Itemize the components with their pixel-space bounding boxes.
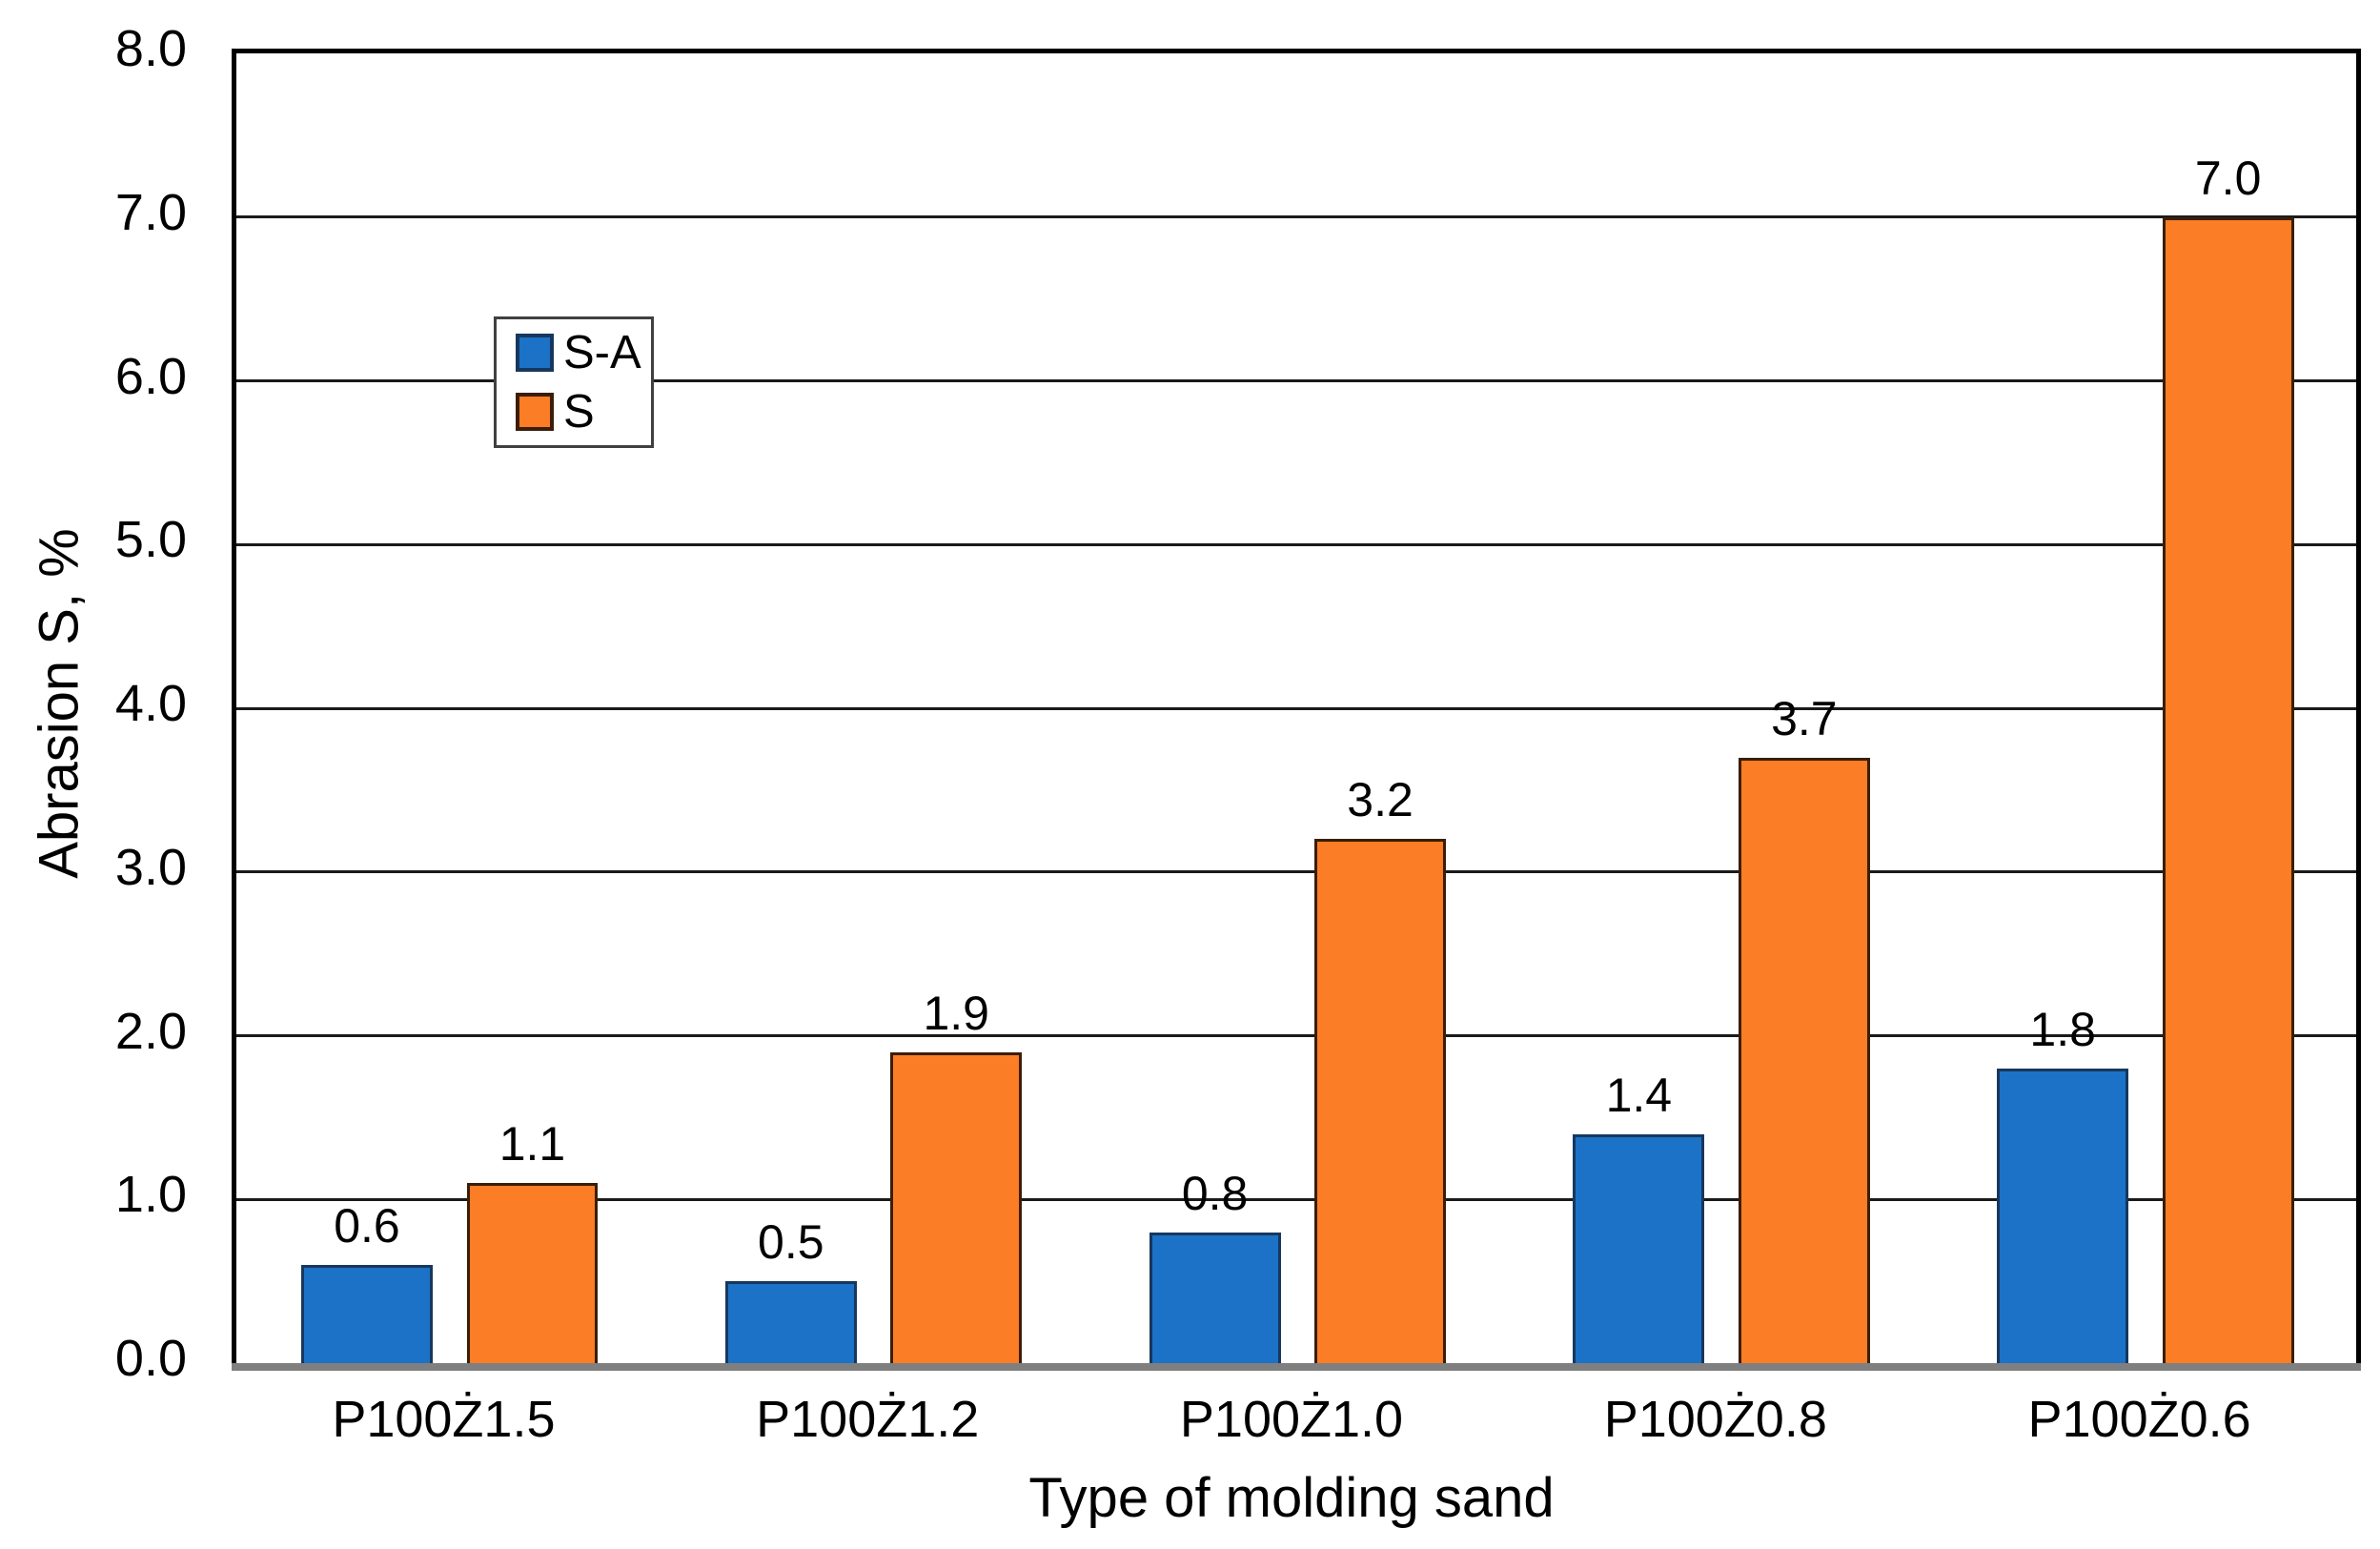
gridline-y-1.0 xyxy=(236,1197,2356,1201)
bar-S-A-P100Ż1.0 xyxy=(1149,1232,1281,1363)
x-category-label-P100Ż1.5: P100Ż1.5 xyxy=(332,1391,556,1448)
value-label-S-A-P100Ż1.5: 0.6 xyxy=(334,1198,400,1253)
y-tick-label-1.0: 1.0 xyxy=(114,1166,187,1224)
x-axis-title: Type of molding sand xyxy=(1028,1467,1555,1529)
bar-S-A-P100Ż0.8 xyxy=(1573,1133,1705,1363)
value-label-S-A-P100Ż0.8: 1.4 xyxy=(1605,1068,1673,1122)
x-category-label-P100Ż0.8: P100Ż0.8 xyxy=(1603,1391,1827,1448)
legend-swatch-s-a xyxy=(516,333,554,372)
legend-item-s: S xyxy=(516,385,651,438)
bar-S-P100Ż1.5 xyxy=(466,1183,599,1363)
x-category-label-P100Ż0.6: P100Ż0.6 xyxy=(2027,1391,2251,1448)
y-tick-label-4.0: 4.0 xyxy=(114,675,187,732)
gridline-y-4.0 xyxy=(236,706,2356,710)
bar-S-P100Ż0.8 xyxy=(1738,757,1870,1363)
bar-group-P100Ż1.2: 0.5 1.9 xyxy=(661,53,1085,1363)
bar-group-P100Ż1.5: 0.6 1.1 xyxy=(236,53,661,1363)
y-tick-label-0.0: 0.0 xyxy=(114,1330,187,1387)
value-label-S-P100Ż1.2: 1.9 xyxy=(923,986,989,1040)
value-label-S-P100Ż1.0: 3.2 xyxy=(1347,773,1414,827)
y-tick-label-6.0: 6.0 xyxy=(114,347,187,405)
bar-S-A-P100Ż0.6 xyxy=(1997,1068,2129,1363)
bar-S-P100Ż1.0 xyxy=(1314,839,1446,1363)
bar-S-A-P100Ż1.2 xyxy=(724,1281,857,1363)
x-axis-line xyxy=(232,1363,2361,1371)
legend-label-s: S xyxy=(563,386,595,438)
bar-S-A-P100Ż1.5 xyxy=(301,1264,433,1363)
y-tick-label-7.0: 7.0 xyxy=(114,183,187,241)
gridline-y-2.0 xyxy=(236,1034,2356,1037)
y-tick-label-2.0: 2.0 xyxy=(114,1002,187,1060)
x-axis-category-labels: P100Ż1.5 P100Ż1.2 P100Ż1.0 P100Ż0.8 P100Ż0.6 xyxy=(232,1390,2351,1457)
bar-S-P100Ż0.6 xyxy=(2162,216,2294,1363)
value-label-S-A-P100Ż1.2: 0.5 xyxy=(758,1215,824,1270)
y-tick-label-3.0: 3.0 xyxy=(114,838,187,896)
legend-swatch-s xyxy=(516,393,554,432)
value-label-S-A-P100Ż0.6: 1.8 xyxy=(2029,1002,2096,1056)
bar-group-P100Ż0.8: 1.4 3.7 xyxy=(1508,53,1932,1363)
legend-label-s-a: S-A xyxy=(563,326,641,378)
gridline-y-6.0 xyxy=(236,379,2356,382)
legend-item-s-a: S-A xyxy=(516,326,651,379)
y-axis-tick-labels: 0.0 1.0 2.0 3.0 4.0 5.0 6.0 7.0 8.0 xyxy=(0,0,187,1549)
value-label-S-A-P100Ż1.0: 0.8 xyxy=(1181,1166,1249,1220)
legend: S-A S xyxy=(494,316,654,448)
y-tick-label-5.0: 5.0 xyxy=(114,511,187,569)
y-tick-label-8.0: 8.0 xyxy=(114,20,187,77)
x-category-label-P100Ż1.2: P100Ż1.2 xyxy=(756,1391,980,1448)
gridline-y-3.0 xyxy=(236,870,2356,874)
gridline-y-5.0 xyxy=(236,542,2356,546)
bar-group-P100Ż0.6: 1.8 7.0 xyxy=(1932,53,2356,1363)
x-category-label-P100Ż1.0: P100Ż1.0 xyxy=(1179,1391,1404,1448)
plot-area: S-A S 0.6 1.1 0.5 1.9 0.8 3.2 1.4 3.7 1.8 7.0 xyxy=(232,49,2361,1371)
bar-S-P100Ż1.2 xyxy=(890,1051,1023,1363)
bar-group-P100Ż1.0: 0.8 3.2 xyxy=(1085,53,1509,1363)
value-label-S-P100Ż0.8: 3.7 xyxy=(1771,691,1838,745)
value-label-S-P100Ż0.6: 7.0 xyxy=(2194,151,2262,205)
value-label-S-P100Ż1.5: 1.1 xyxy=(498,1117,566,1172)
gridline-y-7.0 xyxy=(236,215,2356,219)
